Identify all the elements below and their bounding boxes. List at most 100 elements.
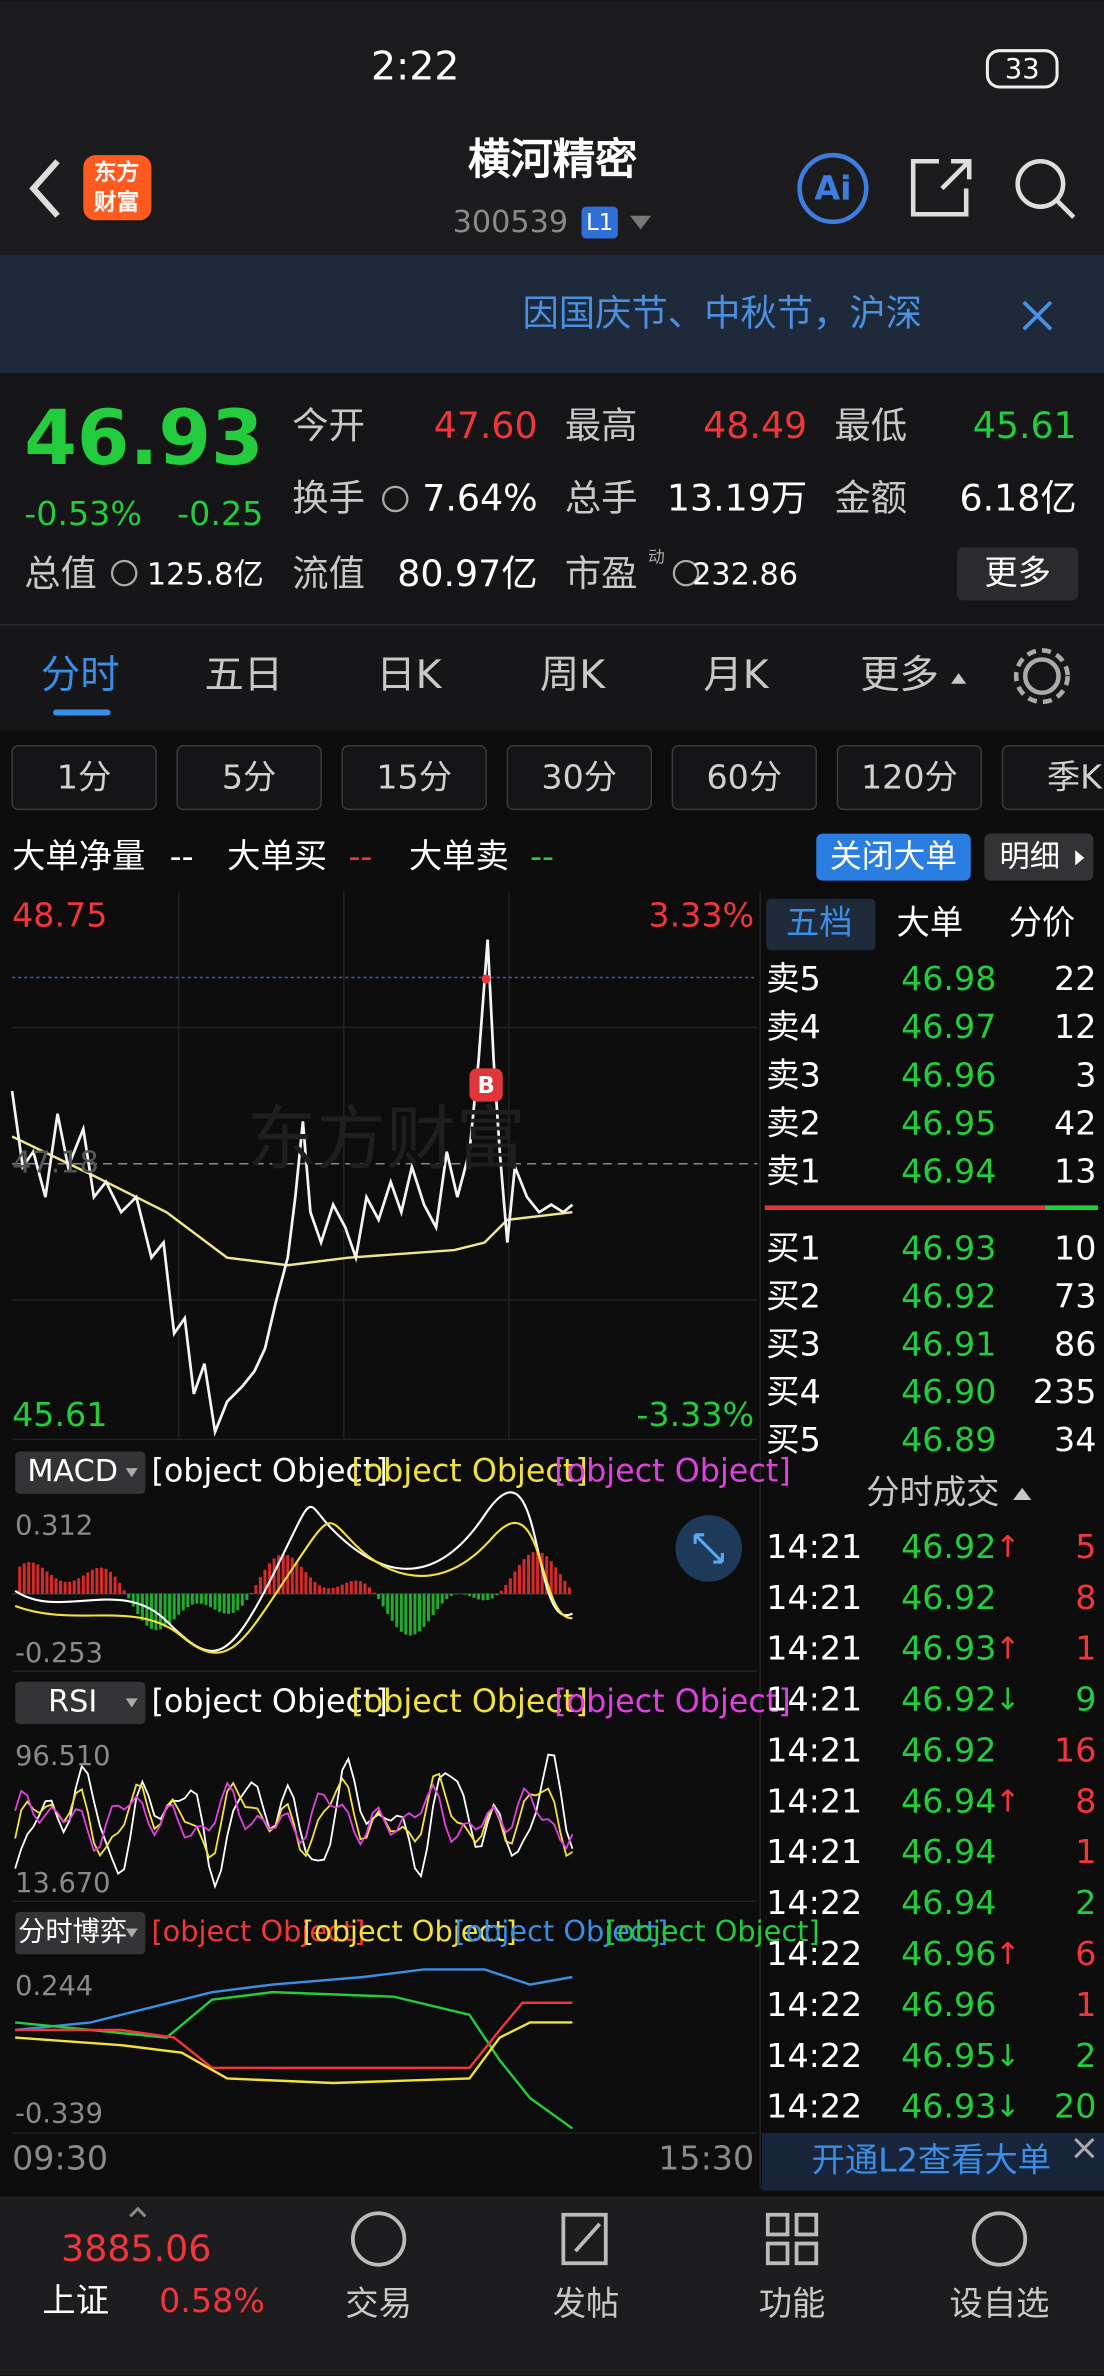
field-label: 总值 bbox=[24, 552, 97, 595]
trade-price: 46.94 bbox=[901, 1883, 996, 1922]
book-level: 买3 bbox=[766, 1324, 820, 1363]
book-tab[interactable]: 五档 bbox=[786, 903, 853, 942]
macd-bar bbox=[304, 1572, 308, 1594]
index-name[interactable]: 上证 bbox=[42, 2281, 109, 2320]
indicator-value: [object Object] bbox=[554, 1683, 790, 1720]
l2-close[interactable] bbox=[1074, 2137, 1095, 2159]
trade-time: 14:21 bbox=[766, 1680, 862, 1719]
chart-tab[interactable]: 更多 bbox=[860, 652, 939, 698]
last-price: 46.93 bbox=[24, 394, 264, 482]
dropdown-arrow[interactable] bbox=[629, 215, 652, 230]
chart-tab[interactable]: 分时 bbox=[41, 652, 120, 698]
field-value: 7.64% bbox=[422, 476, 537, 519]
indicator-value: [object Object] bbox=[606, 1914, 820, 1948]
period-button[interactable] bbox=[671, 745, 818, 811]
macd-bar bbox=[504, 1584, 508, 1594]
indicator-arrow bbox=[125, 1698, 138, 1708]
period-button[interactable] bbox=[1001, 745, 1104, 811]
detail-label[interactable]: 明细 bbox=[1000, 839, 1061, 874]
l2-label[interactable]: 开通L2查看大单 bbox=[812, 2140, 1052, 2179]
chart-tab[interactable]: 五日 bbox=[204, 652, 283, 698]
ai-button[interactable] bbox=[797, 152, 869, 225]
super-line bbox=[15, 2001, 573, 2070]
time-start: 09:30 bbox=[12, 2139, 108, 2178]
indicator-name[interactable]: MACD bbox=[27, 1454, 118, 1489]
macd-bar bbox=[236, 1593, 240, 1611]
close-bigorder-label[interactable]: 关闭大单 bbox=[830, 838, 957, 875]
notice-close[interactable] bbox=[1022, 300, 1053, 331]
macd-bar bbox=[218, 1593, 222, 1612]
chart-tab[interactable]: 月K bbox=[703, 652, 769, 698]
nav-item[interactable]: 发帖 bbox=[553, 2284, 620, 2323]
period-button[interactable] bbox=[341, 745, 487, 811]
field-value: 47.60 bbox=[434, 404, 538, 447]
indicator-name[interactable]: 分时博弈 bbox=[18, 1917, 127, 1948]
period-button[interactable] bbox=[11, 745, 157, 811]
macd-bar bbox=[27, 1562, 31, 1594]
nav-item[interactable]: 功能 bbox=[759, 2284, 826, 2323]
trade-time: 14:22 bbox=[766, 2087, 862, 2126]
macd-bar bbox=[449, 1593, 453, 1596]
macd-bar bbox=[95, 1568, 99, 1594]
period-button[interactable] bbox=[176, 745, 322, 811]
time-end: 15:30 bbox=[658, 2139, 754, 2178]
trade-price: 46.92 bbox=[901, 1578, 996, 1617]
notice-text[interactable]: 因国庆节、中秋节，沪深 bbox=[522, 292, 922, 335]
chart-tab[interactable]: 周K bbox=[540, 652, 606, 698]
macd-bar bbox=[431, 1593, 435, 1616]
book-tab[interactable]: 分价 bbox=[1009, 903, 1076, 942]
logo-text: 东方 bbox=[94, 159, 139, 186]
indicator-selector[interactable] bbox=[15, 1911, 146, 1955]
period-label[interactable]: 1分 bbox=[57, 758, 111, 797]
more-button[interactable] bbox=[957, 547, 1079, 601]
period-label[interactable]: 季K bbox=[1047, 758, 1103, 797]
settings-button[interactable] bbox=[1022, 657, 1061, 696]
book-price: 46.89 bbox=[901, 1420, 996, 1459]
period-label[interactable]: 60分 bbox=[706, 758, 782, 797]
period-label[interactable]: 15分 bbox=[376, 758, 452, 797]
trade-volume: 5 bbox=[1075, 1527, 1096, 1566]
period-button[interactable] bbox=[836, 745, 983, 811]
period-label[interactable]: 30分 bbox=[541, 758, 617, 797]
indicator-selector[interactable] bbox=[15, 1681, 146, 1725]
trade-time: 14:21 bbox=[766, 1578, 862, 1617]
index-change[interactable]: 0.58% bbox=[159, 2281, 265, 2320]
macd-bar bbox=[408, 1593, 412, 1636]
indicator-name[interactable]: RSI bbox=[48, 1684, 97, 1719]
trades-title[interactable]: 分时成交 bbox=[866, 1472, 999, 1511]
field-label: 最高 bbox=[565, 404, 638, 447]
rsi3-line bbox=[14, 1781, 574, 1853]
book-level: 买1 bbox=[766, 1229, 820, 1268]
book-volume: 42 bbox=[1054, 1104, 1096, 1143]
macd-bar bbox=[327, 1588, 331, 1594]
search-button[interactable] bbox=[1015, 158, 1066, 209]
macd-bar bbox=[145, 1593, 149, 1626]
bigorder-label: 大单卖 bbox=[409, 836, 509, 875]
field-value: 232.86 bbox=[692, 558, 798, 593]
chart-tab[interactable]: 日K bbox=[376, 652, 442, 698]
trade-arrow: ↓ bbox=[995, 1683, 1020, 1718]
bigorder-label: 大单买 bbox=[227, 836, 327, 875]
macd-bar bbox=[231, 1593, 235, 1613]
info-icon[interactable] bbox=[382, 485, 409, 513]
field-value: 48.49 bbox=[703, 404, 807, 447]
index-value[interactable]: 3885.06 bbox=[61, 2227, 211, 2270]
macd-bar bbox=[172, 1593, 176, 1620]
period-button[interactable] bbox=[506, 745, 652, 811]
nav-item[interactable]: 交易 bbox=[345, 2284, 412, 2323]
more-label[interactable]: 更多 bbox=[984, 553, 1051, 592]
indicator-selector[interactable] bbox=[15, 1451, 146, 1494]
period-label[interactable]: 5分 bbox=[222, 758, 276, 797]
nav-item[interactable]: 设自选 bbox=[950, 2284, 1050, 2323]
share-button[interactable] bbox=[910, 158, 972, 217]
logo[interactable] bbox=[83, 155, 152, 221]
info-icon[interactable] bbox=[672, 559, 700, 587]
book-tab[interactable]: 大单 bbox=[897, 903, 964, 942]
detail-button[interactable] bbox=[984, 833, 1094, 881]
period-label[interactable]: 120分 bbox=[861, 758, 958, 797]
close-bigorder-button[interactable] bbox=[816, 833, 971, 881]
info-icon[interactable] bbox=[110, 559, 138, 587]
macd-bar bbox=[127, 1593, 131, 1599]
back-button[interactable] bbox=[29, 159, 60, 218]
l2-bar[interactable] bbox=[761, 2132, 1104, 2191]
